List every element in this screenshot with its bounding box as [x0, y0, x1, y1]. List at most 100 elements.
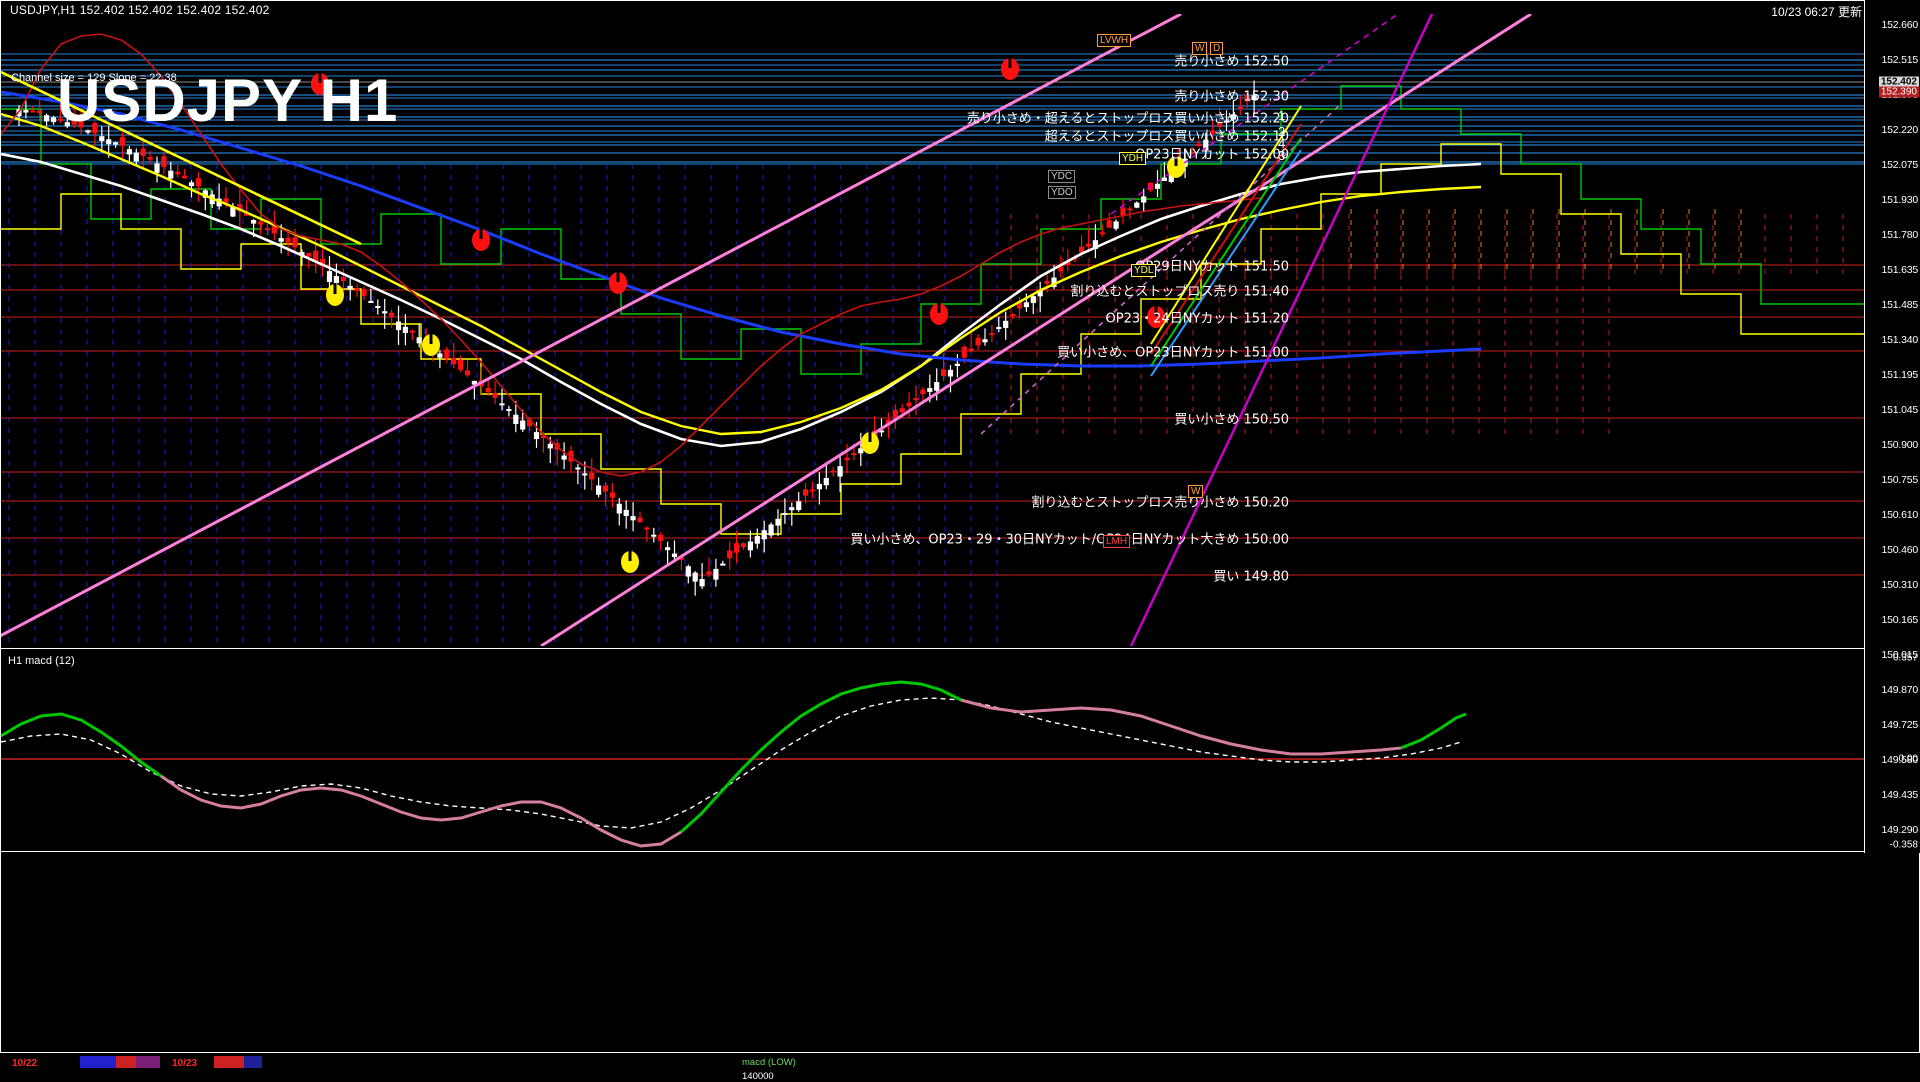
level-tag-lmh[interactable]: LMH: [1103, 535, 1131, 548]
channel-info-text: Channel size = 129 Slope = 22.38: [11, 72, 177, 84]
signal-marker-slot: [429, 333, 433, 344]
candle-body: [126, 149, 132, 155]
level-tag-w[interactable]: W: [1192, 42, 1208, 55]
candle-body: [71, 113, 77, 125]
candle-body: [375, 306, 381, 309]
candle-body: [1044, 280, 1050, 284]
candle-body: [161, 156, 167, 167]
candle-body: [734, 543, 740, 553]
candle-body: [492, 393, 498, 398]
candle-body: [168, 170, 174, 179]
session-swatch: [244, 1056, 262, 1068]
candle-body: [658, 534, 664, 541]
price-level-annotation: OP29日NYカット 151.50: [1135, 259, 1289, 275]
axis-chip: 140000: [742, 1071, 774, 1082]
candle-body: [713, 568, 719, 580]
level-tag-ydc[interactable]: YDC: [1048, 170, 1076, 183]
candle-body: [789, 507, 795, 511]
candle-body: [782, 513, 788, 516]
candle-body: [920, 389, 926, 395]
price-scale-tick: 149.580: [1881, 754, 1918, 766]
candle-body: [706, 571, 712, 575]
candle-body: [982, 339, 988, 343]
macd-signal-line: [1, 697, 1462, 829]
session-swatch: [116, 1056, 136, 1068]
candle-body: [347, 285, 353, 290]
candle-body: [1189, 151, 1195, 154]
candle-body: [885, 419, 891, 425]
price-level-annotation: 売り小さめ 152.30: [1174, 89, 1289, 105]
candle-body: [464, 370, 471, 376]
level-tag-d[interactable]: D: [1210, 42, 1224, 55]
price-level-annotation: 買い小さめ、OP23日NYカット 151.00: [1057, 345, 1289, 361]
price-scale-tick: 151.045: [1881, 404, 1918, 416]
candle-body: [533, 432, 540, 440]
signal-marker: [1001, 58, 1019, 80]
candle-body: [699, 579, 705, 587]
candle-body: [823, 477, 829, 486]
candle-body: [44, 115, 50, 122]
candle-body: [188, 182, 195, 187]
candle-body: [1085, 243, 1092, 247]
candle-body: [1010, 314, 1016, 317]
session-swatch: [136, 1056, 160, 1068]
candle-body: [271, 224, 277, 234]
price-scale-tick: 151.485: [1881, 299, 1918, 311]
level-tag-lvwh[interactable]: LVWH: [1097, 34, 1132, 47]
candle-body: [968, 348, 974, 352]
macd-pane[interactable]: [1, 650, 1865, 850]
price-scale-tick: 151.195: [1881, 369, 1918, 381]
candle-body: [740, 543, 747, 548]
candle-body: [23, 109, 29, 113]
candle-body: [340, 277, 346, 281]
candle-body: [1223, 120, 1230, 123]
candle-body: [837, 466, 843, 477]
price-scale-tick: 149.435: [1881, 789, 1918, 801]
candle-body: [513, 414, 519, 425]
candle-body: [858, 448, 864, 454]
price-scale-tick: 151.340: [1881, 334, 1918, 346]
session-swatch: [214, 1056, 244, 1068]
level-tag-ydl[interactable]: YDL: [1131, 264, 1157, 277]
signal-marker: [311, 73, 329, 95]
candle-body: [264, 228, 270, 231]
candle-body: [906, 402, 912, 407]
candle-body: [561, 455, 567, 460]
signal-marker-slot: [628, 550, 632, 561]
candle-body: [230, 207, 236, 217]
candle-body: [844, 457, 850, 461]
candle-body: [934, 382, 940, 391]
level-tag-ydh[interactable]: YDH: [1119, 152, 1147, 165]
candle-body: [244, 212, 250, 216]
candle-body: [195, 178, 201, 187]
candle-body: [444, 349, 450, 359]
candle-body: [720, 563, 726, 566]
signal-marker: [422, 334, 440, 356]
candle-body: [685, 566, 691, 577]
candle-body: [237, 204, 243, 212]
price-chart-pane[interactable]: 売り小さめ 152.50 売り小さめ 152.30 売り小さめ・超えるとストップロス…: [1, 14, 1865, 646]
candle-body: [154, 163, 160, 173]
price-level-annotation: 売り小さめ 152.50: [1174, 54, 1289, 70]
candle-body: [1058, 266, 1064, 272]
price-scale[interactable]: 152.660152.515152.370152.220152.075151.9…: [1864, 0, 1920, 853]
candle-body: [326, 271, 333, 283]
price-level-annotation: 割り込むとストップロス売り小さめ 150.20: [1031, 495, 1289, 511]
price-level-annotation: 買い小さめ、OP23・29・30日NYカット/OP24日NYカット大きめ 150…: [850, 532, 1289, 548]
candle-body: [1106, 220, 1112, 228]
trend-lines[interactable]: [1, 14, 1865, 646]
candle-body: [775, 518, 781, 526]
signal-marker-slot: [1008, 57, 1012, 68]
signal-markers: [311, 57, 1185, 573]
level-tag-w[interactable]: W: [1188, 485, 1204, 498]
time-axis[interactable]: 10/22 10/23 macd (LOW) 140000: [0, 1052, 1920, 1082]
macd-histogram-line: [1, 680, 1467, 848]
price-scale-tick: 152.660: [1881, 19, 1918, 31]
macd-scale-tick: 0.00: [1898, 753, 1918, 765]
level-tag-ydo[interactable]: YDO: [1048, 186, 1076, 199]
candle-body: [989, 333, 995, 336]
candle-body: [830, 470, 836, 473]
candle-body: [602, 485, 609, 492]
candle-body: [1120, 207, 1126, 216]
